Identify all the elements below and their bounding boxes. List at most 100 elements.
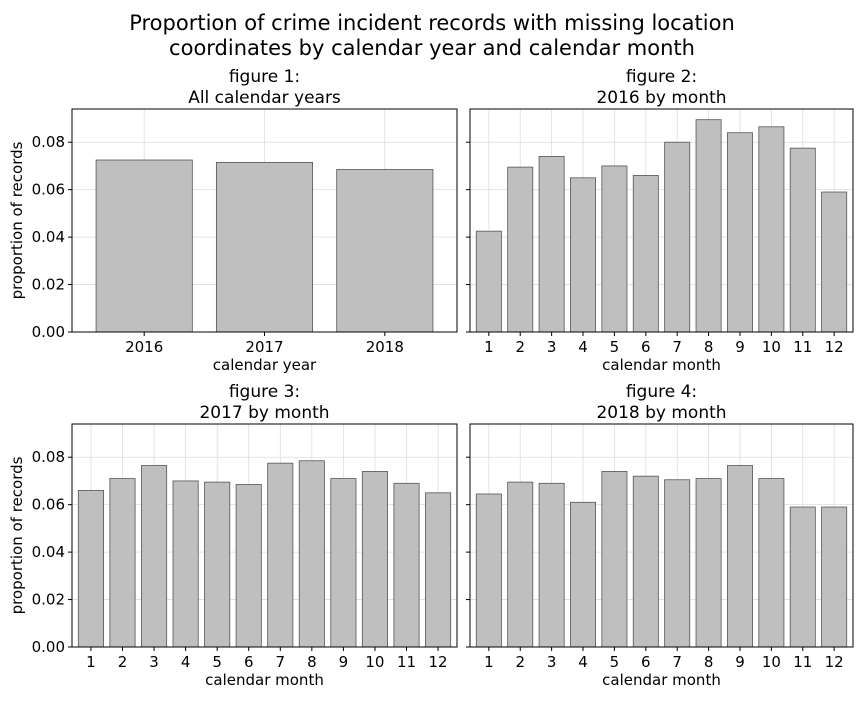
x-tick-label: 4	[578, 653, 588, 671]
bar-11	[789, 506, 816, 648]
x-tick-label: 1	[86, 653, 96, 671]
bar-10	[361, 471, 388, 648]
x-axis-label: calendar month	[602, 356, 721, 374]
x-tick-label: 2016	[125, 338, 163, 356]
bar-2016	[95, 159, 193, 333]
y-tick-label: 0.00	[32, 638, 65, 656]
x-tick-label: 12	[825, 653, 844, 671]
y-tick-label: 0.04	[32, 228, 65, 246]
x-tick-label: 8	[704, 338, 714, 356]
subplot-3: 0.000.020.040.060.081 2 3 4 5 6 7 8 9 10 11 12figur…	[8, 382, 458, 689]
x-tick-label: 2017	[245, 338, 283, 356]
bar-5	[601, 165, 628, 333]
bar-3	[538, 482, 565, 648]
x-tick-label: 1	[484, 338, 494, 356]
bar-7	[664, 479, 691, 648]
bar-8	[695, 119, 722, 333]
bar-6	[632, 475, 659, 648]
x-tick-label: 5	[610, 338, 620, 356]
x-axis-label: calendar year	[213, 356, 317, 374]
y-tick-label: 0.00	[32, 323, 65, 341]
y-tick-label: 0.06	[32, 181, 65, 199]
x-tick-label: 8	[704, 653, 714, 671]
subplot-title-line-2: 2017 by month	[199, 403, 329, 423]
x-tick-label: 3	[149, 653, 159, 671]
bar-4	[570, 501, 596, 648]
x-tick-label: 3	[547, 653, 557, 671]
subplot-title-line-1: figure 3:	[229, 382, 300, 402]
bar-12	[821, 506, 848, 648]
plot-frame	[469, 108, 854, 333]
bar-8	[695, 478, 722, 648]
x-tick-label: 6	[641, 653, 651, 671]
x-tick-label: 9	[735, 653, 745, 671]
x-tick-label: 10	[762, 653, 781, 671]
x-axis-label: calendar month	[205, 671, 324, 689]
x-tick-label: 2	[515, 653, 525, 671]
x-tick-label: 4	[181, 653, 191, 671]
bar-9	[727, 465, 753, 648]
bar-11	[393, 482, 420, 648]
y-tick-label: 0.08	[32, 133, 65, 151]
x-tick-label: 2	[515, 338, 525, 356]
subplot-title-line-1: figure 1:	[229, 67, 300, 87]
x-tick-label: 5	[212, 653, 222, 671]
x-tick-label: 8	[307, 653, 317, 671]
x-tick-label: 5	[610, 653, 620, 671]
bar-1	[475, 230, 502, 333]
bar-5	[601, 471, 628, 648]
bar-8	[298, 460, 325, 648]
x-tick-label: 6	[244, 653, 254, 671]
x-tick-label: 7	[672, 338, 682, 356]
subplot-title-line-2: 2016 by month	[596, 88, 726, 108]
bar-6	[235, 484, 262, 648]
bar-4	[570, 177, 596, 333]
x-tick-label: 11	[793, 338, 812, 356]
figure-title-line-1: Proportion of crime incident records wit…	[129, 11, 735, 35]
y-tick-label: 0.06	[32, 496, 65, 514]
subplot-title-line-2: All calendar years	[188, 88, 341, 108]
y-tick-label: 0.02	[32, 591, 65, 609]
bar-9	[330, 478, 357, 648]
x-axis-label: calendar month	[602, 671, 721, 689]
subplot-1: 0.00 0.02 0.04 0.06 0.08 2016 2017 2018 figure 1…	[8, 67, 458, 374]
y-axis-label: proportion of records	[8, 141, 26, 299]
figure-title-line-2: coordinates by calendar year and calenda…	[169, 36, 695, 60]
x-tick-label: 11	[793, 653, 812, 671]
x-tick-label: 9	[339, 653, 349, 671]
plot-frame	[469, 423, 854, 648]
bar-6	[632, 175, 659, 333]
y-tick-label: 0.04	[32, 543, 65, 561]
y-tick-label: 0.08	[32, 448, 65, 466]
bar-10	[758, 126, 785, 333]
x-tick-label: 12	[429, 653, 448, 671]
bar-3	[141, 465, 168, 648]
x-tick-label: 6	[641, 338, 651, 356]
x-tick-label: 11	[397, 653, 416, 671]
bar-2018	[336, 169, 434, 333]
x-tick-label: 10	[365, 653, 384, 671]
bar-12	[821, 191, 848, 333]
bar-2	[507, 481, 534, 648]
plot-frame	[71, 423, 458, 648]
x-tick-label: 2018	[366, 338, 404, 356]
subplot-title-line-1: figure 4:	[626, 382, 697, 402]
subplot-title-line-1: figure 2:	[626, 67, 697, 87]
x-tick-label: 3	[547, 338, 557, 356]
x-tick-label: 12	[825, 338, 844, 356]
bar-7	[267, 462, 294, 648]
bar-9	[727, 132, 753, 333]
x-tick-label: 7	[672, 653, 682, 671]
y-axis-label: proportion of records	[8, 456, 26, 614]
bar-5	[204, 481, 231, 648]
bar-2	[109, 478, 136, 648]
bar-4	[172, 480, 199, 648]
x-tick-label: 2	[118, 653, 128, 671]
bar-11	[789, 147, 816, 333]
bar-1	[77, 490, 104, 648]
x-tick-label: 10	[762, 338, 781, 356]
